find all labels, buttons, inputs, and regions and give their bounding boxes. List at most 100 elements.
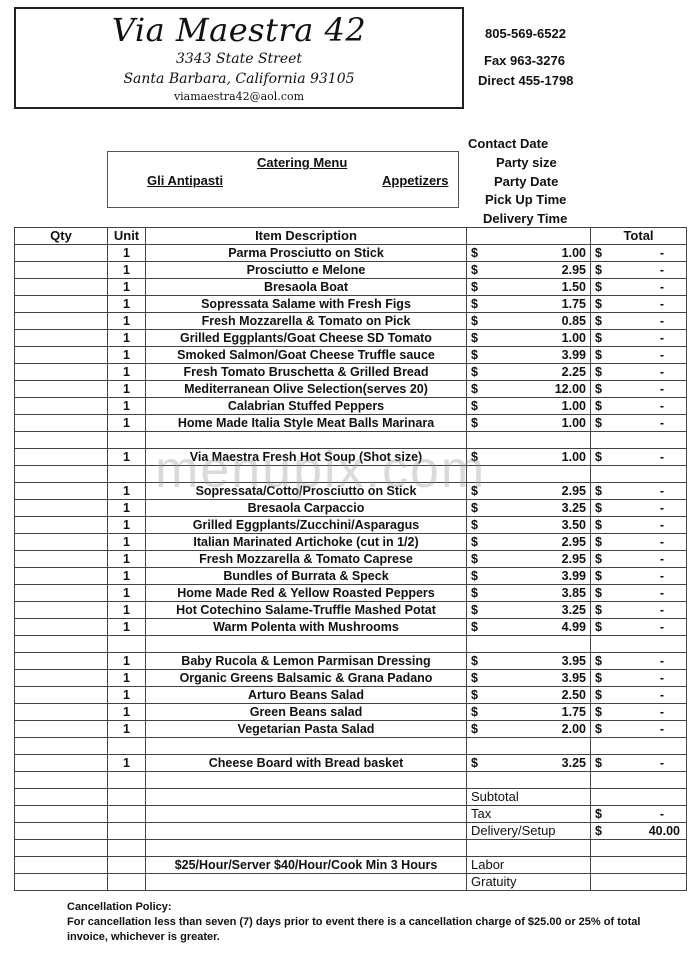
table-row: 1 Italian Marinated Artichoke (cut in 1/2… xyxy=(14,533,687,551)
item-description: Organic Greens Balsamic & Grana Padano xyxy=(179,671,433,685)
unit-cell: 1 xyxy=(107,295,146,313)
total-cell: $ - xyxy=(590,414,687,432)
table-row: 1 Bresaola Carpaccio $3.25 $ - xyxy=(14,499,687,517)
price-cell: $2.25 xyxy=(466,363,591,381)
item-description: Fresh Mozzarella & Tomato Caprese xyxy=(199,552,413,566)
price-cell: $3.25 xyxy=(466,601,591,619)
price-cell: $1.75 xyxy=(466,295,591,313)
qty-cell xyxy=(14,856,108,874)
qty-cell xyxy=(14,567,108,585)
summary-label: Gratuity xyxy=(471,874,517,889)
total-cell: $ - xyxy=(590,516,687,534)
currency-symbol: $ xyxy=(471,688,478,702)
description-cell: Sopressata/Cotto/Prosciutto on Stick xyxy=(145,482,467,500)
table-row: 1 Grilled Eggplants/Zucchini/Asparagus $3.… xyxy=(14,516,687,534)
unit-cell: 1 xyxy=(107,754,146,772)
qty-cell xyxy=(14,448,108,466)
total-cell: $ - xyxy=(590,805,687,823)
table-row: 1 Mediterranean Olive Selection(serves 20… xyxy=(14,380,687,398)
currency-symbol: $ xyxy=(595,620,602,634)
description-cell xyxy=(145,635,467,653)
qty-cell xyxy=(14,873,108,891)
qty-cell xyxy=(14,363,108,381)
phone: 805-569-6522 xyxy=(485,26,566,41)
description-cell: Grilled Eggplants/Goat Cheese SD Tomato xyxy=(145,329,467,347)
total-cell xyxy=(590,771,687,789)
line-total: - xyxy=(659,603,664,617)
total-cell: $ - xyxy=(590,652,687,670)
direct-phone: Direct 455-1798 xyxy=(478,73,574,88)
qty-cell xyxy=(14,550,108,568)
total-cell: $ - xyxy=(590,329,687,347)
description-cell: Baby Rucola & Lemon Parmisan Dressing xyxy=(145,652,467,670)
line-total: - xyxy=(659,620,664,634)
currency-symbol: $ xyxy=(471,586,478,600)
qty-cell xyxy=(14,312,108,330)
qty-cell xyxy=(14,669,108,687)
total-cell: $ - xyxy=(590,261,687,279)
currency-symbol: $ xyxy=(595,263,602,277)
item-price: 3.99 xyxy=(561,569,586,583)
currency-symbol: $ xyxy=(471,280,478,294)
currency-symbol: $ xyxy=(595,501,602,515)
line-total: - xyxy=(659,365,664,379)
unit-cell xyxy=(107,839,146,857)
total-cell: $ - xyxy=(590,363,687,381)
unit-value: 1 xyxy=(123,382,130,396)
currency-symbol: $ xyxy=(595,416,602,430)
line-total: - xyxy=(659,569,664,583)
description-cell: Fresh Tomato Bruschetta & Grilled Bread xyxy=(145,363,467,381)
unit-value: 1 xyxy=(123,569,130,583)
unit-value: 1 xyxy=(123,603,130,617)
description-cell: Parma Prosciutto on Stick xyxy=(145,244,467,262)
restaurant-header: Via Maestra 42 3343 State Street Santa B… xyxy=(14,7,464,109)
line-total: - xyxy=(659,314,664,328)
unit-cell xyxy=(107,635,146,653)
table-row: 1 Home Made Red & Yellow Roasted Peppers $… xyxy=(14,584,687,602)
total-cell: $ - xyxy=(590,448,687,466)
description-cell: Bresaola Boat xyxy=(145,278,467,296)
description-cell: Arturo Beans Salad xyxy=(145,686,467,704)
qty-cell xyxy=(14,431,108,449)
table-row: 1 Fresh Mozzarella & Tomato Caprese $2.95 $… xyxy=(14,550,687,568)
total-cell xyxy=(590,856,687,874)
qty-cell xyxy=(14,720,108,738)
total-cell: $ - xyxy=(590,703,687,721)
unit-value: 1 xyxy=(123,280,130,294)
line-total: - xyxy=(659,416,664,430)
unit-value: 1 xyxy=(123,722,130,736)
item-description: Mediterranean Olive Selection(serves 20) xyxy=(184,382,428,396)
qty-cell xyxy=(14,295,108,313)
line-total: - xyxy=(659,246,664,260)
unit-cell: 1 xyxy=(107,482,146,500)
price-cell: $2.95 xyxy=(466,261,591,279)
item-description: Cheese Board with Bread basket xyxy=(208,756,404,770)
currency-symbol: $ xyxy=(595,450,602,464)
unit-cell: 1 xyxy=(107,380,146,398)
price-cell: $3.85 xyxy=(466,584,591,602)
item-description: Bresaola Carpaccio xyxy=(247,501,365,515)
summary-label: Subtotal xyxy=(471,789,519,804)
line-total: - xyxy=(659,331,664,345)
currency-symbol: $ xyxy=(471,365,478,379)
unit-value: 1 xyxy=(123,705,130,719)
description-cell: Home Made Red & Yellow Roasted Peppers xyxy=(145,584,467,602)
currency-symbol: $ xyxy=(471,705,478,719)
table-row: 1 Green Beans salad $1.75 $ - xyxy=(14,703,687,721)
item-price: 1.00 xyxy=(561,399,586,413)
currency-symbol: $ xyxy=(595,569,602,583)
qty-cell xyxy=(14,465,108,483)
currency-symbol: $ xyxy=(595,603,602,617)
description-cell xyxy=(145,822,467,840)
item-price: 1.00 xyxy=(561,246,586,260)
item-price: 2.25 xyxy=(561,365,586,379)
total-cell: $ - xyxy=(590,499,687,517)
unit-cell: 1 xyxy=(107,329,146,347)
total-cell: $ - xyxy=(590,482,687,500)
total-cell xyxy=(590,873,687,891)
item-description: Parma Prosciutto on Stick xyxy=(228,246,384,260)
line-total: - xyxy=(659,484,664,498)
line-total: - xyxy=(659,263,664,277)
item-price: 1.50 xyxy=(561,280,586,294)
price-cell xyxy=(466,635,591,653)
